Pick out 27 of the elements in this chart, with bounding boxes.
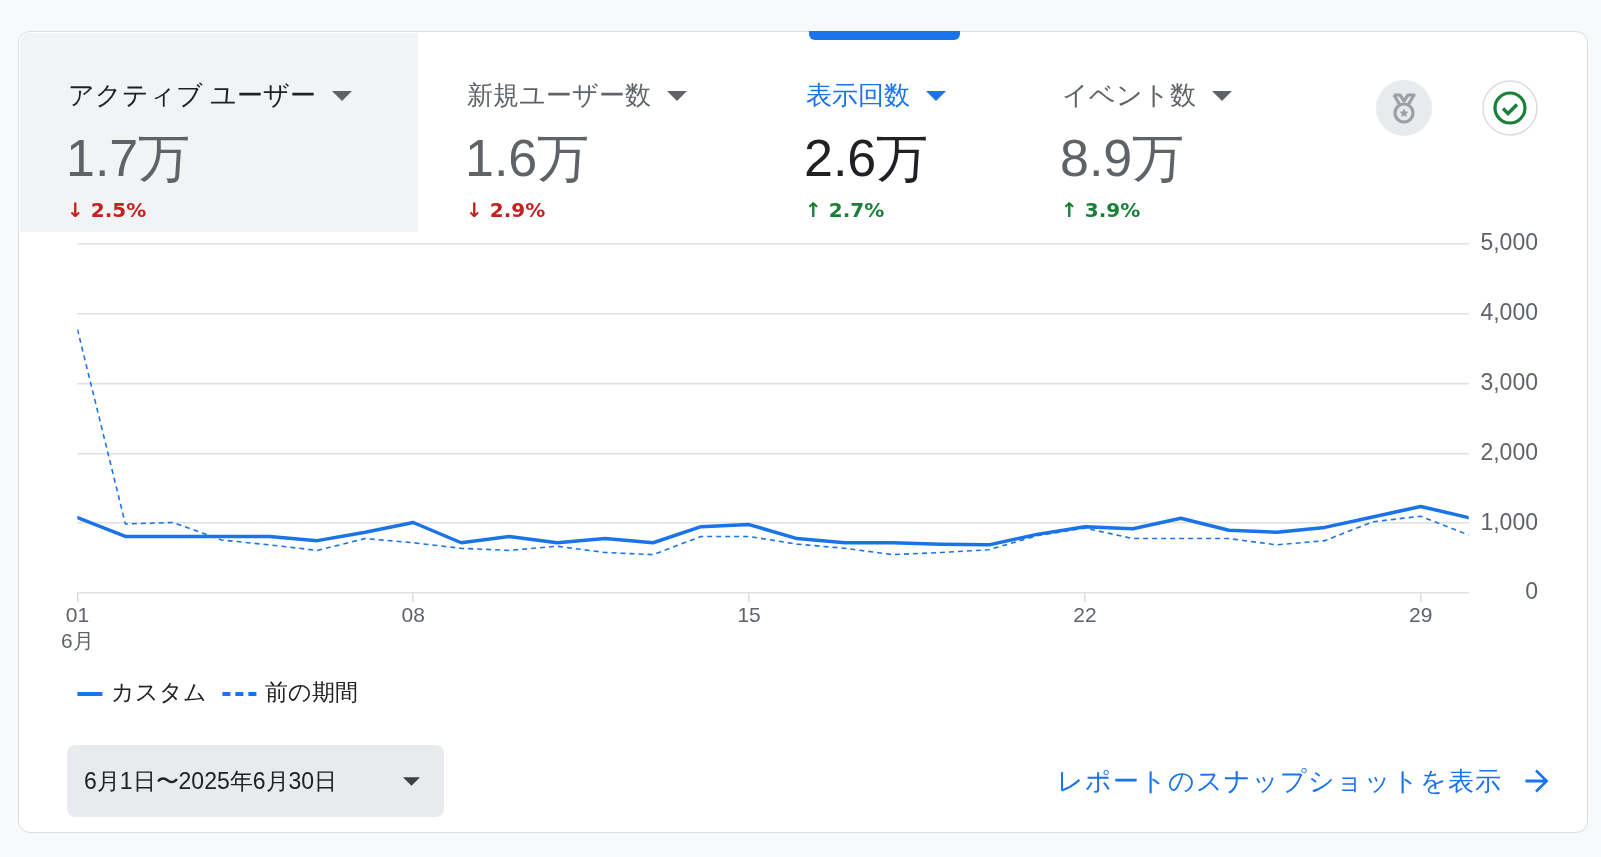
x-tick-label: 22 [1073, 603, 1097, 627]
text: 2.6万 [804, 128, 929, 189]
text: ↑ 2.7% [805, 197, 885, 224]
text: 新規ユーザー数 [467, 78, 651, 112]
x-tick-label: 29 [1409, 603, 1433, 627]
y-tick-label: 0 [1525, 578, 1538, 605]
text: 1.6万 [465, 128, 590, 189]
text: 1.7万 [66, 128, 191, 189]
y-tick-label: 4,000 [1480, 299, 1538, 326]
text: ↓ 2.5% [67, 197, 147, 224]
y-tick-label: 1,000 [1480, 508, 1538, 535]
text: イベント数 [1062, 78, 1196, 112]
x-tick-label: 08 [401, 603, 425, 627]
legend-label: 前の期間 [265, 679, 359, 706]
text: アクティブ ユーザー [68, 78, 317, 112]
x-tick-label: 01 6月 [61, 603, 94, 652]
text: ↑ 3.9% [1061, 197, 1141, 224]
x-tick-label: 15 [737, 603, 761, 627]
y-tick-label: 5,000 [1480, 229, 1538, 256]
text: 8.9万 [1060, 128, 1185, 189]
text: ↓ 2.9% [466, 197, 546, 224]
legend-label: カスタム [111, 679, 208, 706]
text: 表示回数 [806, 78, 910, 112]
y-tick-label: 3,000 [1480, 368, 1538, 395]
date-range-dropdown: 6月1日〜2025年6月30日 [67, 745, 444, 817]
y-tick-label: 2,000 [1480, 438, 1538, 465]
text: レポートのスナップショットを表示 [1057, 764, 1502, 798]
